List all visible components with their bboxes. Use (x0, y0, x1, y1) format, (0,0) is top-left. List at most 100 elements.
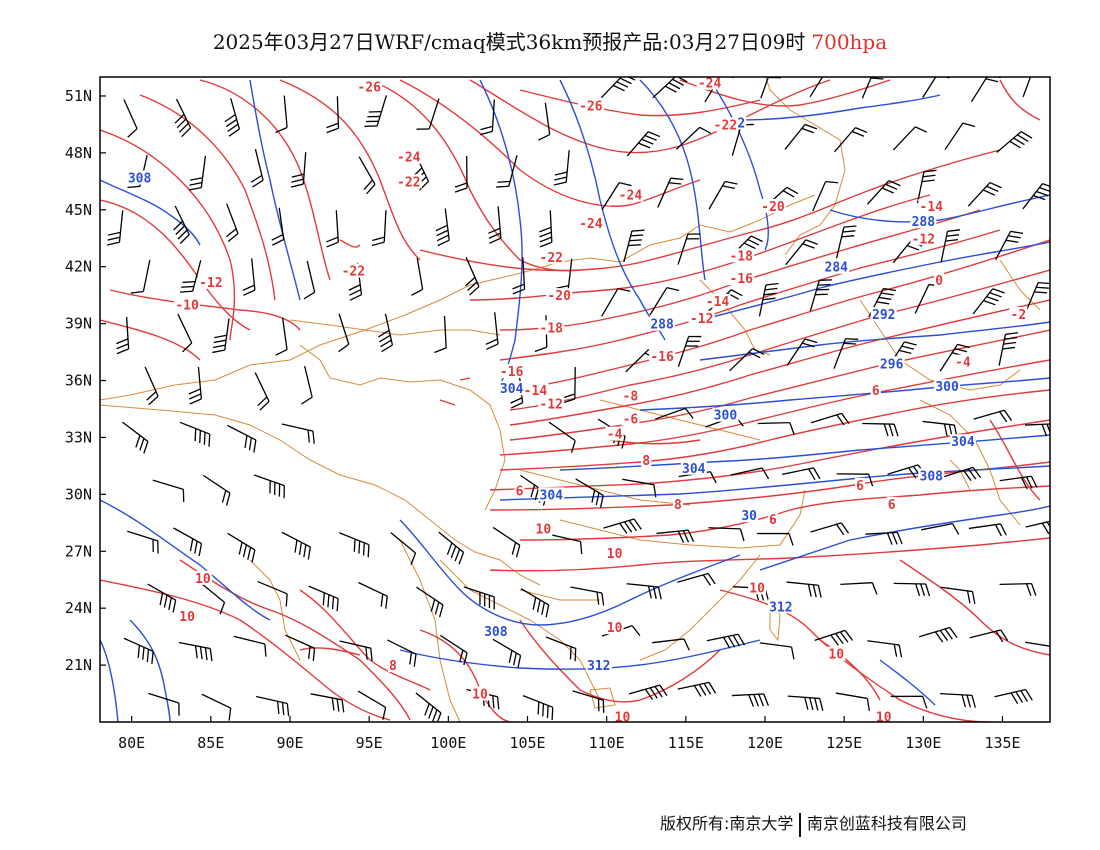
wind-barb (861, 77, 884, 99)
temperature-label-bg (605, 546, 624, 561)
height-label-bg (740, 508, 759, 523)
temperature-label: 10 (749, 581, 765, 596)
wind-barb (553, 150, 570, 186)
temperature-label-bg (672, 496, 683, 511)
wind-barb (942, 466, 982, 482)
wind-barb (148, 692, 180, 716)
wind-barb (416, 586, 444, 618)
temperature-label-bg (748, 580, 767, 595)
wind-barb (970, 77, 1001, 103)
copyright-company: 南京创蓝科技有限公司 (806, 814, 967, 833)
wind-barb (242, 258, 256, 296)
temperature-label-bg (688, 310, 715, 325)
wind-barb (649, 287, 680, 316)
temperature-contours (100, 79, 1050, 722)
height-label: 308 (920, 469, 944, 484)
height-label-bg (736, 115, 747, 130)
temperature-label: 6 (856, 479, 864, 494)
lat-tick-label: 33N (65, 428, 92, 446)
temperature-label: -26 (579, 99, 603, 114)
wind-barb (233, 635, 267, 657)
temperature-label: -12 (199, 276, 222, 291)
temperature-label-bg (174, 297, 201, 312)
height-label: 30 (741, 509, 757, 524)
wind-barb (488, 206, 502, 244)
wind-barb (893, 582, 931, 597)
wind-barb (144, 366, 159, 406)
wind-barb (967, 181, 1002, 207)
wind-barb (920, 522, 960, 535)
temperature-label: -22 (714, 118, 737, 133)
wind-barb (1025, 641, 1050, 647)
wind-barb (782, 467, 821, 481)
lat-tick-label: 27N (65, 542, 92, 560)
wind-barb (677, 233, 701, 265)
wind-barb (786, 581, 822, 598)
wind-barb (123, 99, 138, 138)
temperature-label: -12 (540, 397, 563, 412)
wind-barb (539, 210, 553, 248)
height-label: 296 (880, 357, 904, 372)
wind-barb (706, 633, 746, 649)
wind-barb (178, 641, 213, 662)
temperature-label-bg (870, 383, 881, 398)
wind-barb (918, 626, 958, 643)
temperature-label-bg (827, 646, 846, 661)
temperature-label-bg (613, 709, 632, 722)
wind-barb (290, 152, 307, 188)
lon-tick-label: 105E (509, 734, 545, 752)
wind-barb (357, 690, 387, 720)
wind-barb (465, 256, 480, 296)
wind-barb (130, 260, 151, 294)
temperature-label: -8 (623, 390, 639, 405)
wind-barb (865, 531, 903, 545)
wind-barb (549, 533, 583, 555)
wind-barb (199, 581, 226, 615)
height-label: 304 (500, 382, 524, 397)
height-label-bg (949, 434, 976, 449)
wind-barb (785, 239, 818, 266)
wind-barb (358, 156, 376, 195)
wind-barb (867, 640, 903, 658)
temperature-label-bg (193, 570, 212, 585)
lon-tick-label: 130E (905, 734, 941, 752)
wind-barb (996, 131, 1033, 153)
height-label: 292 (872, 308, 895, 323)
temperature-label: 6 (872, 384, 880, 399)
wind-barb (439, 634, 468, 666)
wind-barb (116, 316, 130, 355)
wind-barb (994, 688, 1033, 705)
copyright-footer: 版权所有:南京大学 南京创蓝科技有限公司 (660, 810, 967, 837)
temperature-label: -24 (579, 217, 603, 232)
wind-barb (212, 318, 230, 354)
wind-barb (326, 210, 339, 248)
height-label-bg (823, 259, 850, 274)
wind-barb (1022, 77, 1032, 98)
wind-barb (833, 338, 859, 369)
wind-barb (152, 479, 185, 503)
temperature-label: -2 (1011, 308, 1027, 323)
wind-barb (677, 335, 702, 368)
wind-barb (520, 588, 550, 618)
wind-barb (496, 155, 518, 188)
wind-barb (147, 583, 177, 613)
temperature-label: 8 (674, 498, 682, 513)
wind-barb (600, 77, 636, 99)
temperature-label-bg (356, 79, 383, 94)
wind-barb (655, 407, 694, 420)
wind-barb (729, 347, 765, 372)
lat-tick-label: 30N (65, 485, 92, 503)
temperature-label: 6 (888, 498, 896, 513)
temperature-label-bg (728, 271, 755, 286)
temperature-label-bg (395, 149, 422, 164)
temperature-label: 10 (607, 621, 623, 636)
temperature-label: 0 (935, 274, 943, 289)
map-title: 2025年03月27日WRF/cmaq模式36km预报产品:03月27日09时 7… (0, 26, 1100, 55)
lat-tick-label: 36N (65, 372, 92, 390)
temperature-label-bg (471, 686, 489, 701)
wind-barb (969, 629, 1009, 643)
wind-barb (485, 312, 499, 350)
lat-tick-label: 48N (65, 144, 92, 162)
temperature-label-bg (605, 620, 624, 635)
wind-barb (731, 693, 769, 707)
